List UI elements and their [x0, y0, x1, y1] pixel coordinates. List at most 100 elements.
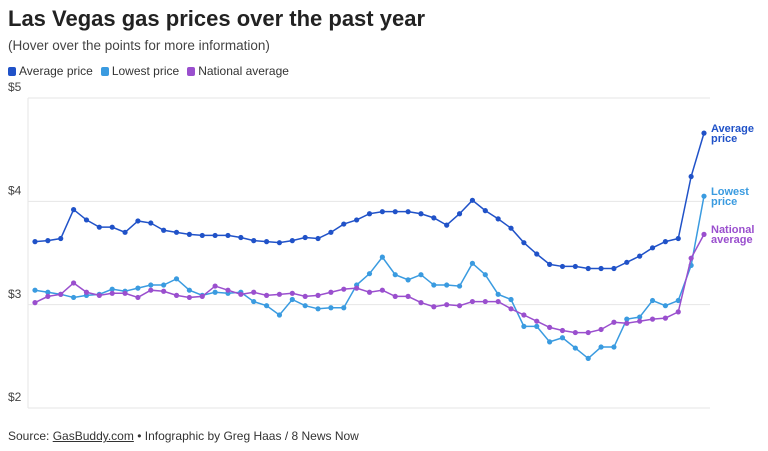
- data-point: [109, 286, 115, 292]
- data-point: [585, 355, 591, 361]
- data-point: [611, 319, 617, 325]
- data-point: [212, 289, 218, 295]
- y-tick-label: $5: [8, 80, 22, 94]
- source-credit: • Infographic by Greg Haas / 8 News Now: [137, 429, 359, 443]
- data-point: [456, 283, 463, 289]
- data-point: [585, 329, 591, 336]
- data-point: [173, 292, 180, 298]
- legend: Average price Lowest price National averag…: [8, 64, 289, 78]
- data-point: [173, 229, 180, 235]
- end-label: Average price: [711, 123, 755, 146]
- data-point: [289, 296, 295, 303]
- data-point: [392, 272, 398, 278]
- data-point: [225, 232, 231, 239]
- data-point: [302, 293, 308, 299]
- data-point: [251, 298, 257, 305]
- data-point: [96, 292, 102, 298]
- data-point: [148, 287, 154, 293]
- data-point: [148, 220, 154, 226]
- data-point: [508, 296, 514, 303]
- data-point: [186, 294, 192, 301]
- data-point: [495, 291, 501, 297]
- data-point: [482, 298, 488, 305]
- data-point: [109, 290, 115, 296]
- data-point: [45, 289, 51, 295]
- data-point: [559, 263, 566, 270]
- data-point: [637, 318, 643, 324]
- data-point: [547, 324, 553, 330]
- data-point: [598, 326, 604, 333]
- legend-swatch: [187, 66, 196, 76]
- y-tick-label: $3: [8, 287, 22, 301]
- data-point: [392, 209, 398, 215]
- data-point: [624, 320, 630, 326]
- data-point: [251, 289, 257, 295]
- data-point: [701, 231, 707, 237]
- data-point: [70, 280, 77, 286]
- data-point: [161, 227, 167, 233]
- legend-item: Average price: [8, 64, 93, 78]
- data-point: [122, 229, 128, 235]
- data-point: [96, 224, 102, 230]
- data-point: [444, 302, 450, 308]
- data-point: [688, 255, 694, 261]
- legend-item: Lowest price: [100, 64, 179, 78]
- data-point: [418, 211, 424, 217]
- data-point: [225, 287, 231, 293]
- data-point: [534, 251, 540, 257]
- data-point: [328, 305, 334, 311]
- data-point: [675, 309, 681, 315]
- data-point: [328, 229, 334, 235]
- data-point: [173, 276, 180, 282]
- data-point: [135, 218, 141, 224]
- data-point: [302, 234, 308, 241]
- data-point: [572, 345, 578, 351]
- data-point: [547, 339, 553, 345]
- data-point: [32, 239, 38, 245]
- data-point: [534, 323, 540, 329]
- data-point: [431, 304, 437, 310]
- data-point: [405, 293, 411, 299]
- legend-swatch: [100, 66, 109, 76]
- data-point: [186, 287, 192, 293]
- data-point: [624, 259, 630, 265]
- data-point: [624, 316, 630, 322]
- data-point: [251, 238, 257, 244]
- source-note: Source: GasBuddy.com • Infographic by Gr…: [8, 429, 359, 443]
- data-point: [418, 272, 424, 278]
- data-point: [521, 323, 527, 329]
- data-point: [611, 344, 617, 350]
- source-link[interactable]: GasBuddy.com: [52, 429, 134, 443]
- data-point: [238, 291, 244, 297]
- data-point: [611, 265, 617, 272]
- legend-item: National average: [187, 64, 289, 78]
- data-point: [598, 265, 604, 272]
- data-point: [366, 211, 373, 217]
- data-point: [45, 293, 51, 299]
- data-point: [662, 239, 669, 245]
- series-line: [34, 132, 705, 270]
- data-point: [212, 232, 218, 239]
- data-point: [276, 291, 283, 297]
- data-point: [199, 293, 205, 299]
- data-point: [58, 291, 64, 297]
- data-point: [83, 289, 90, 295]
- data-point: [161, 282, 167, 288]
- data-point: [289, 290, 295, 296]
- y-tick-label: $4: [8, 184, 22, 198]
- legend-label: Average price: [19, 64, 93, 78]
- data-point: [431, 215, 437, 221]
- data-point: [392, 293, 398, 299]
- data-point: [302, 303, 308, 309]
- data-point: [354, 217, 360, 223]
- chart-title: Las Vegas gas prices over the past year: [8, 6, 426, 31]
- data-point: [649, 316, 656, 322]
- data-point: [508, 306, 514, 312]
- data-point: [534, 318, 540, 324]
- data-point: [289, 238, 295, 244]
- data-point: [263, 292, 270, 298]
- data-point: [572, 329, 578, 336]
- data-point: [701, 130, 707, 136]
- data-point: [456, 303, 463, 309]
